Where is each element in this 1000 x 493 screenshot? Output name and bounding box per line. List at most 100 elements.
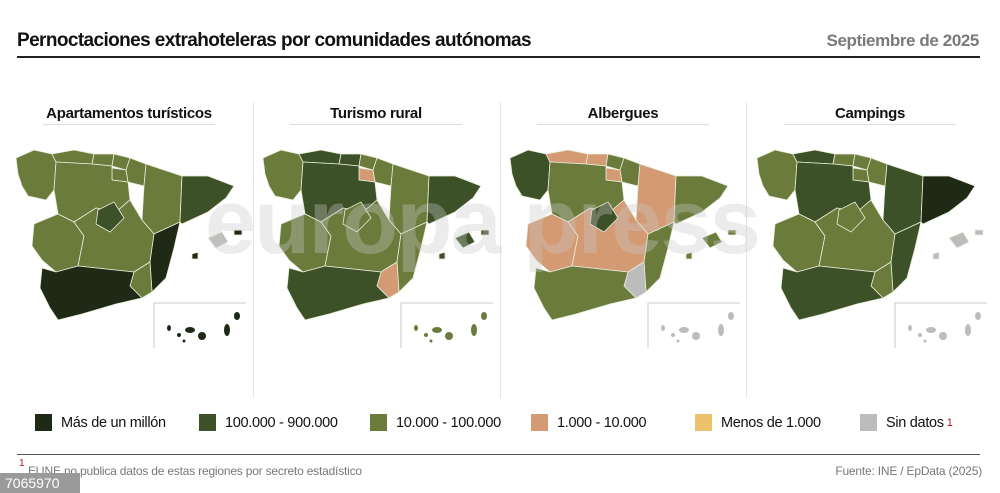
region-canarias-island: [923, 339, 927, 343]
region-andalucia: [286, 265, 390, 321]
footnote-text: El INE no publica datos de estas regione…: [28, 464, 362, 478]
footer-rule: [17, 454, 980, 455]
chart-date: Septiembre de 2025: [826, 31, 980, 50]
legend-swatch: [370, 414, 387, 431]
region-menorca: [480, 229, 490, 236]
map-title: Turismo rural: [330, 105, 422, 122]
region-ibiza: [932, 251, 940, 260]
region-andalucia: [39, 265, 143, 321]
region-mallorca: [948, 231, 970, 249]
image-id-badge: 7065970: [0, 473, 80, 493]
region-madrid: [589, 201, 619, 233]
region-canarias-island: [661, 325, 665, 331]
region-cataluna: [426, 175, 482, 225]
legend-label: Menos de 1.000: [721, 414, 821, 431]
footnote-marker: 1: [19, 458, 25, 469]
region-andalucia: [780, 265, 884, 321]
map-title: Campings: [834, 105, 906, 122]
region-andalucia: [533, 265, 637, 321]
region-menorca: [974, 229, 984, 236]
region-canarias-island: [177, 333, 181, 337]
spain-map: [756, 149, 987, 348]
footnote-marker: 1: [946, 416, 953, 429]
region-mallorca: [454, 231, 476, 249]
legend-swatch: [860, 414, 877, 431]
region-canarias-island: [728, 312, 734, 320]
map-title: Albergues: [587, 105, 659, 122]
legend-label: Más de un millón: [61, 414, 166, 431]
legend-swatch: [531, 414, 548, 431]
canary-inset-frame: [647, 302, 740, 348]
region-canarias-island: [471, 324, 477, 336]
region-cataluna: [179, 175, 235, 225]
region-canarias-island: [918, 333, 922, 337]
region-canarias-island: [965, 324, 971, 336]
canary-inset-frame: [153, 302, 246, 348]
region-canarias-island: [445, 332, 453, 340]
region-canarias-island: [692, 332, 700, 340]
region-canarias-island: [224, 324, 230, 336]
legend-label: Sin datos: [886, 414, 944, 431]
region-galicia: [262, 149, 304, 201]
region-madrid: [342, 201, 372, 233]
region-canarias-island: [432, 327, 442, 333]
region-ibiza: [438, 251, 446, 260]
map-panel-apartamentos: Apartamentos turísticos: [6, 100, 252, 398]
region-canarias-island: [481, 312, 487, 320]
region-madrid: [836, 201, 866, 233]
region-canarias-island: [718, 324, 724, 336]
title-underline: [537, 124, 709, 125]
canary-inset-frame: [400, 302, 493, 348]
legend-item: Menos de 1.000: [695, 414, 821, 431]
panel-divider: [746, 102, 747, 398]
region-madrid: [95, 201, 125, 233]
region-canarias-island: [198, 332, 206, 340]
spain-map: [262, 149, 493, 348]
region-ibiza: [685, 251, 693, 260]
region-canarias-island: [926, 327, 936, 333]
region-canarias-island: [908, 325, 912, 331]
spain-map: [509, 149, 740, 348]
region-cataluna: [920, 175, 976, 225]
region-menorca: [233, 229, 243, 236]
region-canarias-island: [975, 312, 981, 320]
map-panel-turismo-rural: Turismo rural: [253, 100, 499, 398]
legend-swatch: [35, 414, 52, 431]
region-canarias-island: [676, 339, 680, 343]
header-rule: [17, 56, 980, 58]
region-navarra: [866, 157, 888, 187]
spain-map: [15, 149, 246, 348]
legend-item: Más de un millón: [35, 414, 166, 431]
legend-item: Sin datos 1: [860, 414, 953, 431]
region-canarias-island: [429, 339, 433, 343]
region-navarra: [372, 157, 394, 187]
legend-item: 100.000 - 900.000: [199, 414, 338, 431]
region-canarias-island: [414, 325, 418, 331]
panel-divider: [253, 102, 254, 398]
region-canarias-island: [671, 333, 675, 337]
region-canarias-island: [424, 333, 428, 337]
region-galicia: [756, 149, 798, 201]
legend-label: 1.000 - 10.000: [557, 414, 647, 431]
region-canarias-island: [167, 325, 171, 331]
region-ibiza: [191, 251, 199, 260]
canary-inset-frame: [894, 302, 987, 348]
region-galicia: [509, 149, 551, 201]
region-cataluna: [673, 175, 729, 225]
legend-item: 1.000 - 10.000: [531, 414, 647, 431]
region-canarias-island: [182, 339, 186, 343]
region-mallorca: [207, 231, 229, 249]
legend-swatch: [695, 414, 712, 431]
panel-divider: [500, 102, 501, 398]
region-canarias-island: [939, 332, 947, 340]
region-galicia: [15, 149, 57, 201]
region-canarias-island: [679, 327, 689, 333]
legend-item: 10.000 - 100.000: [370, 414, 501, 431]
region-canarias-island: [234, 312, 240, 320]
title-underline: [784, 124, 956, 125]
region-canarias-island: [185, 327, 195, 333]
legend-label: 100.000 - 900.000: [225, 414, 338, 431]
legend-label: 10.000 - 100.000: [396, 414, 501, 431]
map-panel-albergues: Albergues: [500, 100, 746, 398]
legend: Más de un millón 100.000 - 900.000 10.00…: [0, 414, 1000, 436]
